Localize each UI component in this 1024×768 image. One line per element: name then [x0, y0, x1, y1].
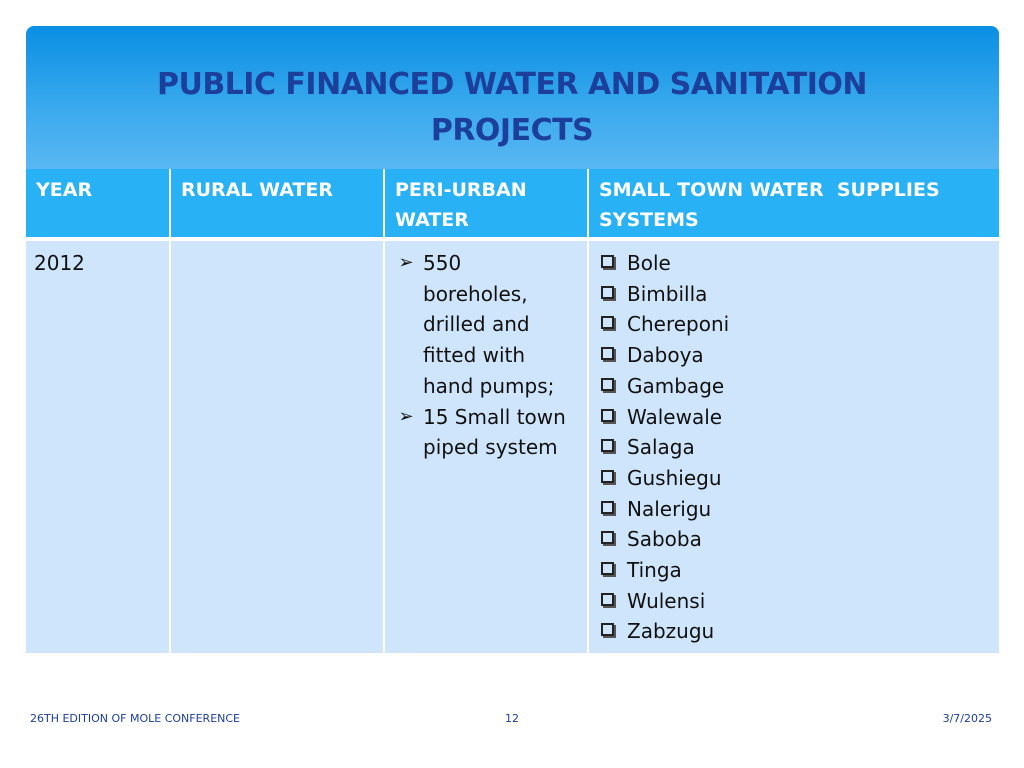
header-peri-urban-line-2: WATER	[395, 209, 469, 231]
list-item: Bimbilla	[597, 279, 991, 310]
list-item-line: fitted with	[423, 343, 526, 368]
list-item: Nalerigu	[597, 494, 991, 525]
town-name: Bimbilla	[627, 281, 708, 306]
list-item: Gushiegu	[597, 463, 991, 494]
slide-title: PUBLIC FINANCED WATER AND SANITATION PRO…	[0, 62, 1024, 154]
table-header-row: YEAR RURAL WATER PERI-URBAN WATER SMALL …	[26, 169, 999, 241]
header-peri-urban-water: PERI-URBAN WATER	[383, 169, 589, 241]
checkbox-bullet-icon	[601, 623, 614, 637]
town-name: Salaga	[627, 435, 695, 460]
cell-year: 2012	[26, 239, 171, 654]
checkbox-bullet-icon	[601, 377, 614, 391]
cell-small-town-water: Bole Bimbilla Chereponi Daboya Gambage Walewa…	[587, 239, 999, 654]
town-name: Daboya	[627, 343, 704, 368]
header-year: YEAR	[26, 169, 171, 241]
checkbox-bullet-icon	[601, 592, 614, 606]
header-small-town-water: SMALL TOWN WATER SUPPLIES SYSTEMS	[587, 169, 999, 241]
checkbox-bullet-icon	[601, 469, 614, 483]
list-item: Gambage	[597, 371, 991, 402]
checkbox-bullet-icon	[601, 439, 614, 453]
list-item: Walewale	[597, 402, 991, 433]
header-peri-urban-line-1: PERI-URBAN	[395, 179, 527, 201]
checkbox-bullet-icon	[601, 285, 614, 299]
list-item: Saboba	[597, 524, 991, 555]
footer-page-number: 12	[505, 712, 519, 725]
town-name: Nalerigu	[627, 496, 712, 521]
header-small-town-line-1: SMALL TOWN WATER SUPPLIES	[599, 179, 940, 201]
list-item: ➢ 15 Small town piped system	[393, 402, 579, 463]
checkbox-bullet-icon	[601, 531, 614, 545]
peri-urban-list: ➢ 550 boreholes, drilled and fitted with hand…	[393, 248, 579, 463]
list-item: Wulensi	[597, 586, 991, 617]
list-item-line: 15 Small town	[423, 404, 566, 429]
small-town-list: Bole Bimbilla Chereponi Daboya Gambage Walewa…	[597, 248, 991, 647]
slide-title-line-1: PUBLIC FINANCED WATER AND SANITATION	[156, 67, 868, 102]
list-item-line: drilled and	[423, 312, 530, 337]
town-name: Gushiegu	[627, 465, 722, 490]
town-name: Tinga	[627, 558, 682, 583]
header-rural-water: RURAL WATER	[169, 169, 385, 241]
list-item: Salaga	[597, 432, 991, 463]
town-name: Chereponi	[627, 312, 730, 337]
list-item: ➢ 550 boreholes, drilled and fitted with hand…	[393, 248, 579, 402]
town-name: Gambage	[627, 373, 725, 398]
cell-rural-water	[169, 239, 385, 654]
arrow-bullet-icon: ➢	[398, 252, 414, 273]
arrow-bullet-icon: ➢	[398, 405, 414, 427]
list-item-line: boreholes,	[423, 281, 528, 306]
slide-title-line-2: PROJECTS	[430, 113, 594, 148]
town-name: Walewale	[627, 404, 723, 429]
list-item: Zabzugu	[597, 616, 991, 647]
header-small-town-line-2: SYSTEMS	[599, 209, 699, 231]
projects-table: YEAR RURAL WATER PERI-URBAN WATER SMALL …	[26, 169, 999, 654]
checkbox-bullet-icon	[601, 347, 614, 361]
list-item: Daboya	[597, 340, 991, 371]
title-banner	[26, 26, 999, 176]
checkbox-bullet-icon	[601, 408, 614, 422]
list-item-line: 550	[423, 251, 462, 275]
list-item-line: hand pumps;	[423, 373, 555, 398]
town-name: Wulensi	[627, 588, 706, 613]
list-item: Chereponi	[597, 309, 991, 340]
checkbox-bullet-icon	[601, 500, 614, 514]
town-name: Bole	[627, 251, 671, 275]
footer-date: 3/7/2025	[942, 712, 992, 725]
town-name: Zabzugu	[627, 619, 715, 644]
table-row: 2012 ➢ 550 boreholes, drilled and fitted wit…	[26, 239, 999, 654]
footer-conference: 26TH EDITION OF MOLE CONFERENCE	[30, 712, 240, 725]
checkbox-bullet-icon	[601, 316, 614, 330]
list-item: Tinga	[597, 555, 991, 586]
checkbox-bullet-icon	[601, 255, 614, 268]
cell-peri-urban-water: ➢ 550 boreholes, drilled and fitted with hand…	[383, 239, 589, 654]
list-item: Bole	[597, 248, 991, 279]
town-name: Saboba	[627, 527, 702, 552]
list-item-line: piped system	[423, 435, 558, 460]
checkbox-bullet-icon	[601, 562, 614, 576]
